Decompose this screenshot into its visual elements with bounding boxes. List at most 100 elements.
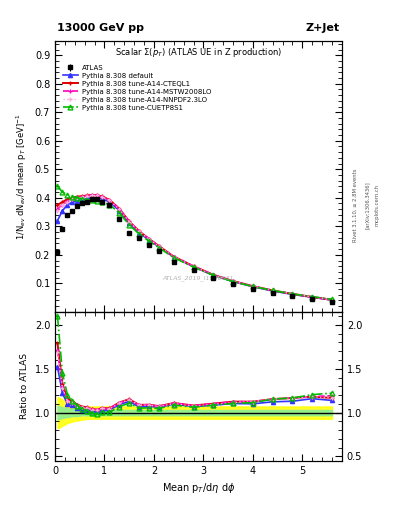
Pythia 8.308 tune-CUETP8S1: [211, 272, 216, 279]
Text: [arXiv:1306.3436]: [arXiv:1306.3436]: [365, 181, 370, 229]
Pythia 8.308 tune-CUETP8S1: [60, 189, 65, 195]
Text: Rivet 3.1.10, ≥ 2.8M events: Rivet 3.1.10, ≥ 2.8M events: [353, 168, 358, 242]
Pythia 8.308 tune-A14-CTEQL1: [211, 272, 216, 278]
Pythia 8.308 tune-A14-MSTW2008LO: [55, 206, 60, 212]
Pythia 8.308 tune-A14-NNPDF2.3LO: [270, 287, 275, 293]
Pythia 8.308 tune-A14-CTEQL1: [191, 263, 196, 269]
Text: Scalar $\Sigma(p_T)$ (ATLAS UE in Z production): Scalar $\Sigma(p_T)$ (ATLAS UE in Z prod…: [115, 47, 282, 59]
Pythia 8.308 tune-A14-CTEQL1: [55, 202, 60, 208]
Pythia 8.308 default: [95, 195, 99, 201]
Pythia 8.308 tune-A14-NNPDF2.3LO: [90, 193, 94, 199]
Pythia 8.308 tune-A14-CTEQL1: [100, 193, 105, 199]
Pythia 8.308 default: [85, 196, 90, 202]
Pythia 8.308 default: [191, 264, 196, 270]
X-axis label: Mean p$_T$/d$\eta$ d$\phi$: Mean p$_T$/d$\eta$ d$\phi$: [162, 481, 235, 495]
Pythia 8.308 default: [231, 279, 235, 285]
Pythia 8.308 tune-A14-MSTW2008LO: [250, 283, 255, 289]
Pythia 8.308 default: [117, 207, 122, 214]
Pythia 8.308 tune-A14-MSTW2008LO: [117, 206, 122, 212]
Text: 13000 GeV pp: 13000 GeV pp: [57, 23, 144, 33]
Pythia 8.308 default: [60, 207, 65, 214]
Pythia 8.308 tune-A14-NNPDF2.3LO: [75, 195, 80, 201]
Pythia 8.308 tune-A14-NNPDF2.3LO: [65, 199, 70, 205]
Pythia 8.308 tune-A14-NNPDF2.3LO: [310, 294, 314, 300]
Pythia 8.308 tune-A14-NNPDF2.3LO: [171, 254, 176, 260]
Pythia 8.308 default: [156, 244, 161, 250]
Pythia 8.308 tune-A14-NNPDF2.3LO: [211, 272, 216, 278]
Pythia 8.308 tune-CUETP8S1: [80, 196, 84, 202]
Pythia 8.308 tune-A14-NNPDF2.3LO: [80, 194, 84, 200]
Pythia 8.308 tune-A14-NNPDF2.3LO: [70, 197, 75, 203]
Pythia 8.308 tune-A14-MSTW2008LO: [80, 194, 84, 200]
Pythia 8.308 tune-A14-CTEQL1: [137, 228, 141, 234]
Pythia 8.308 tune-A14-NNPDF2.3LO: [290, 291, 295, 297]
Pythia 8.308 tune-CUETP8S1: [156, 245, 161, 251]
Pythia 8.308 tune-A14-MSTW2008LO: [137, 228, 141, 234]
Pythia 8.308 default: [55, 218, 60, 224]
Pythia 8.308 tune-CUETP8S1: [95, 198, 99, 204]
Pythia 8.308 default: [250, 284, 255, 290]
Text: Z+Jet: Z+Jet: [306, 23, 340, 33]
Text: ATLAS_2019_I1736531: ATLAS_2019_I1736531: [163, 275, 234, 281]
Pythia 8.308 tune-A14-CTEQL1: [65, 196, 70, 202]
Pythia 8.308 tune-A14-NNPDF2.3LO: [60, 202, 65, 208]
Pythia 8.308 tune-A14-MSTW2008LO: [65, 199, 70, 205]
Pythia 8.308 default: [90, 195, 94, 201]
Pythia 8.308 default: [80, 197, 84, 203]
Pythia 8.308 tune-A14-NNPDF2.3LO: [330, 297, 334, 303]
Pythia 8.308 tune-A14-MSTW2008LO: [127, 219, 132, 225]
Pythia 8.308 tune-CUETP8S1: [117, 210, 122, 216]
Pythia 8.308 default: [270, 288, 275, 294]
Pythia 8.308 tune-CUETP8S1: [127, 222, 132, 228]
Pythia 8.308 tune-A14-CTEQL1: [250, 283, 255, 289]
Pythia 8.308 tune-CUETP8S1: [231, 279, 235, 285]
Pythia 8.308 tune-A14-MSTW2008LO: [231, 278, 235, 284]
Pythia 8.308 tune-A14-MSTW2008LO: [107, 197, 112, 203]
Pythia 8.308 default: [330, 297, 334, 303]
Pythia 8.308 tune-CUETP8S1: [330, 296, 334, 303]
Line: Pythia 8.308 tune-A14-NNPDF2.3LO: Pythia 8.308 tune-A14-NNPDF2.3LO: [55, 193, 334, 302]
Pythia 8.308 tune-CUETP8S1: [85, 197, 90, 203]
Pythia 8.308 tune-A14-CTEQL1: [171, 253, 176, 260]
Pythia 8.308 tune-CUETP8S1: [70, 194, 75, 200]
Pythia 8.308 tune-A14-NNPDF2.3LO: [156, 243, 161, 249]
Pythia 8.308 tune-CUETP8S1: [290, 291, 295, 297]
Pythia 8.308 tune-A14-MSTW2008LO: [211, 272, 216, 278]
Pythia 8.308 default: [137, 230, 141, 236]
Pythia 8.308 tune-A14-NNPDF2.3LO: [137, 228, 141, 234]
Pythia 8.308 tune-A14-CTEQL1: [156, 243, 161, 249]
Pythia 8.308 tune-A14-CTEQL1: [147, 236, 151, 242]
Pythia 8.308 tune-A14-NNPDF2.3LO: [107, 197, 112, 203]
Pythia 8.308 tune-A14-CTEQL1: [310, 294, 314, 300]
Pythia 8.308 default: [100, 196, 105, 202]
Pythia 8.308 tune-CUETP8S1: [147, 238, 151, 244]
Pythia 8.308 tune-CUETP8S1: [250, 283, 255, 289]
Pythia 8.308 default: [127, 220, 132, 226]
Pythia 8.308 tune-A14-MSTW2008LO: [85, 193, 90, 199]
Pythia 8.308 default: [75, 198, 80, 204]
Pythia 8.308 tune-A14-NNPDF2.3LO: [100, 194, 105, 200]
Pythia 8.308 tune-CUETP8S1: [137, 231, 141, 237]
Pythia 8.308 tune-A14-NNPDF2.3LO: [231, 278, 235, 284]
Pythia 8.308 tune-A14-CTEQL1: [90, 192, 94, 198]
Pythia 8.308 tune-A14-CTEQL1: [107, 197, 112, 203]
Pythia 8.308 tune-A14-MSTW2008LO: [191, 263, 196, 269]
Pythia 8.308 tune-A14-NNPDF2.3LO: [191, 263, 196, 269]
Pythia 8.308 tune-A14-CTEQL1: [75, 194, 80, 200]
Pythia 8.308 tune-A14-CTEQL1: [290, 291, 295, 297]
Pythia 8.308 tune-A14-NNPDF2.3LO: [127, 219, 132, 225]
Pythia 8.308 default: [107, 199, 112, 205]
Pythia 8.308 tune-A14-NNPDF2.3LO: [95, 193, 99, 199]
Y-axis label: 1/N$_{ev}$ dN$_{ev}$/d mean p$_T$ [GeV]$^{-1}$: 1/N$_{ev}$ dN$_{ev}$/d mean p$_T$ [GeV]$…: [15, 113, 29, 240]
Pythia 8.308 tune-A14-MSTW2008LO: [100, 194, 105, 200]
Pythia 8.308 tune-CUETP8S1: [90, 197, 94, 203]
Pythia 8.308 tune-A14-CTEQL1: [80, 193, 84, 199]
Pythia 8.308 tune-A14-MSTW2008LO: [156, 243, 161, 249]
Pythia 8.308 tune-A14-CTEQL1: [70, 195, 75, 201]
Pythia 8.308 tune-A14-MSTW2008LO: [95, 193, 99, 199]
Pythia 8.308 tune-A14-MSTW2008LO: [60, 202, 65, 208]
Pythia 8.308 tune-CUETP8S1: [65, 192, 70, 198]
Pythia 8.308 tune-A14-CTEQL1: [270, 287, 275, 293]
Pythia 8.308 tune-A14-CTEQL1: [85, 193, 90, 199]
Pythia 8.308 default: [65, 202, 70, 208]
